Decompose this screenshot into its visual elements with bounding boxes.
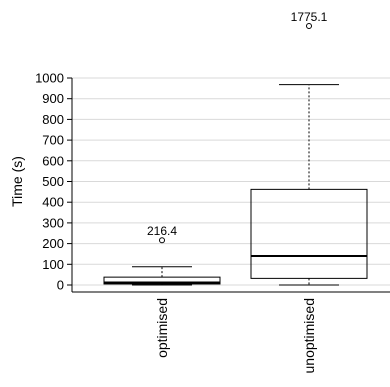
box-optimised: 216.4 [103,224,221,286]
axes [71,78,390,293]
y-ticks: 0 100 200 300 400 500 600 700 800 900 1000 [35,71,72,293]
y-tick-label: 400 [42,195,64,210]
y-tick-label: 300 [42,215,64,230]
outlier-point [306,23,312,29]
y-tick-label: 500 [42,174,64,189]
y-tick-label: 800 [42,112,64,127]
y-axis-title: Time (s) [9,156,25,207]
y-tick-label: 100 [42,257,64,272]
y-tick-label: 600 [42,153,64,168]
boxes: 216.4 1775.1 [103,10,368,286]
box-unoptimised: 1775.1 [250,10,368,286]
y-tick-label: 0 [57,278,64,293]
outlier-point [159,237,165,244]
y-tick-label: 900 [42,91,64,106]
outlier-label: 216.4 [147,224,177,238]
box-rect [250,188,368,279]
outlier-label: 1775.1 [291,10,328,24]
category-label: optimised [154,298,170,358]
category-label: unoptimised [301,298,317,374]
y-tick-label: 200 [42,236,64,251]
grid-lines [72,77,390,286]
category-labels: optimised unoptimised [154,298,317,374]
y-tick-label: 1000 [35,71,64,86]
y-tick-label: 700 [42,133,64,148]
box-rect [103,276,221,285]
